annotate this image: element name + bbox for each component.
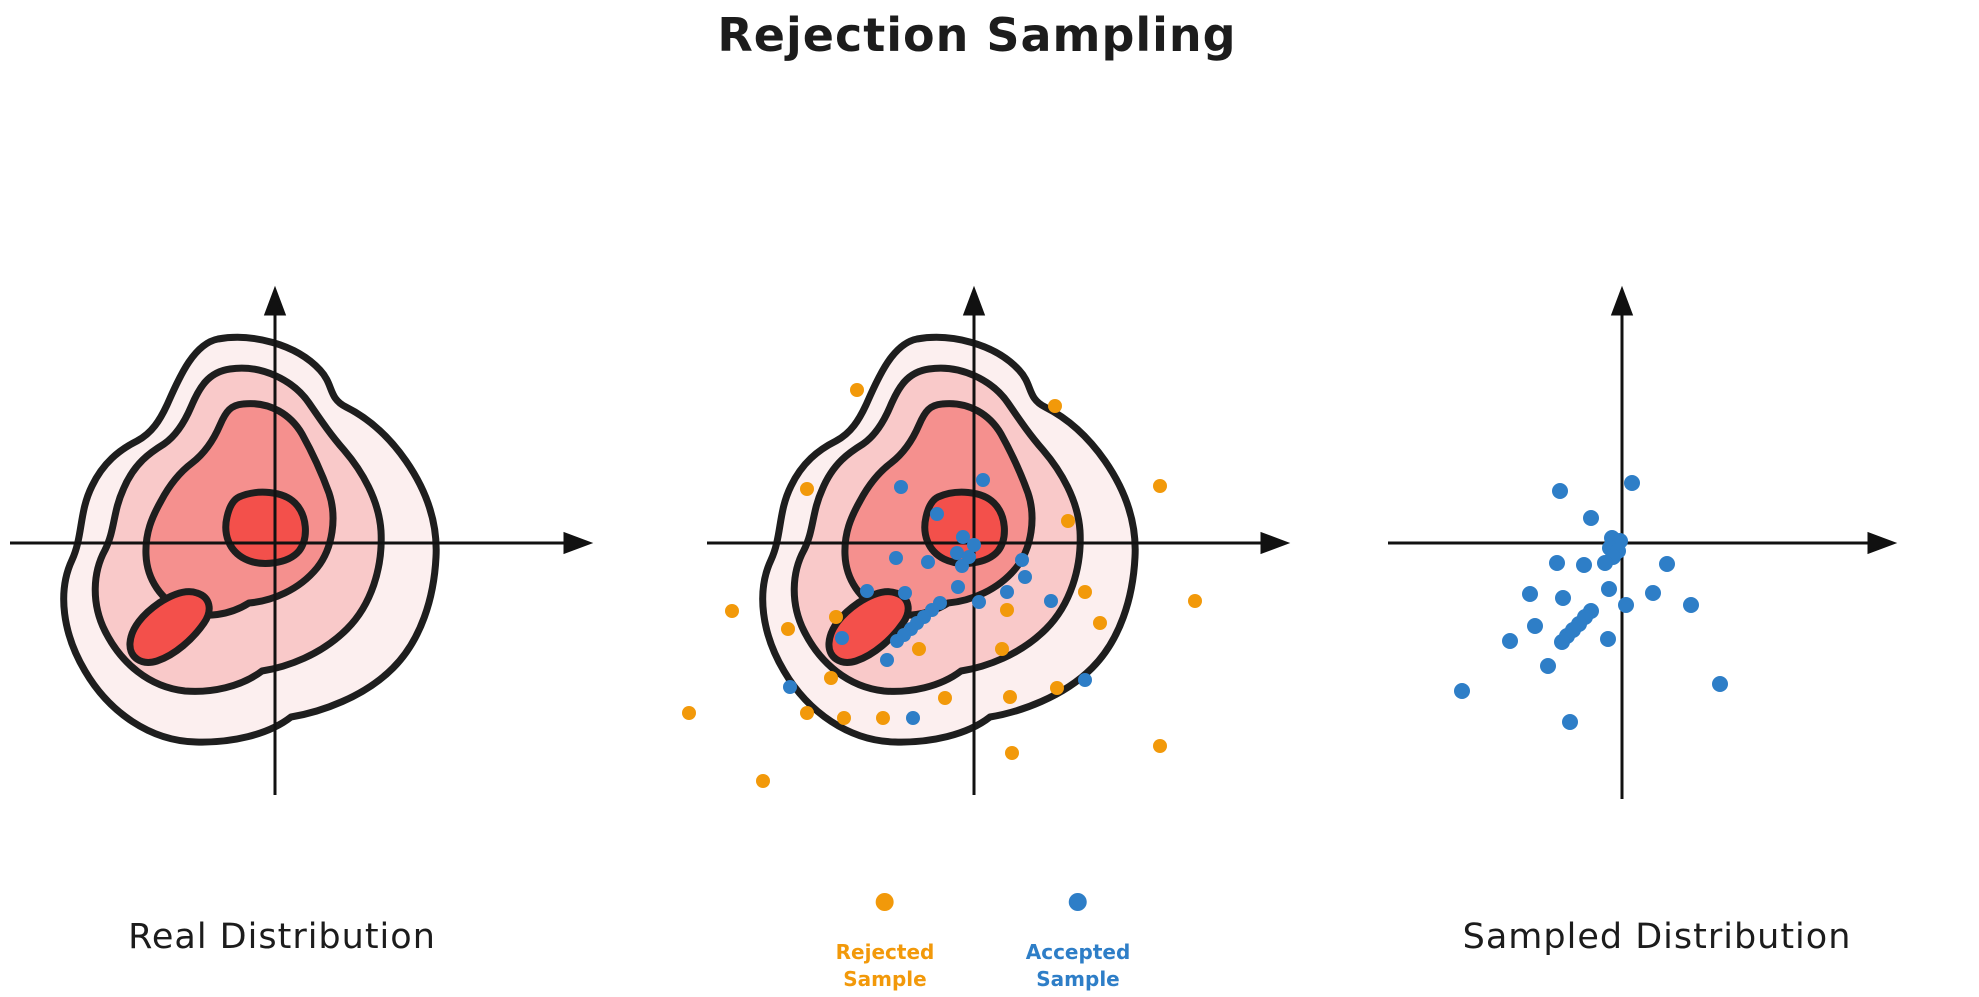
legend-rejected-line1: Rejected xyxy=(835,940,935,964)
rejected-sample-dot xyxy=(1078,585,1092,599)
accepted-sample-dot xyxy=(967,538,981,552)
accepted-sample-dot xyxy=(889,551,903,565)
sampled-distribution-dot xyxy=(1583,510,1599,526)
accepted-sample-dot xyxy=(1044,594,1058,608)
sampled-distribution-dot xyxy=(1600,631,1616,647)
sampled-distribution-dot xyxy=(1454,683,1470,699)
accepted-sample-dot xyxy=(860,584,874,598)
legend-rejected-sample: Rejected Sample xyxy=(836,893,935,993)
rejected-sample-dot xyxy=(725,604,739,618)
right-x-arrowhead xyxy=(1867,531,1898,555)
rejected-sample-dot xyxy=(876,711,890,725)
accepted-sample-dot xyxy=(894,480,908,494)
page-title: Rejection Sampling xyxy=(717,8,1237,62)
rejected-sample-dot xyxy=(756,774,770,788)
sampled-distribution-dot xyxy=(1522,586,1538,602)
real-distribution-label: Real Distribution xyxy=(128,917,436,957)
sampled-distribution-dot xyxy=(1618,597,1634,613)
sampled-distribution-dot xyxy=(1527,618,1543,634)
sampled-distribution-dot xyxy=(1659,556,1675,572)
rejected-samples-group xyxy=(682,383,1202,788)
accepted-sample-dot xyxy=(1015,553,1029,567)
accepted-sample-legend-dot xyxy=(1068,893,1087,911)
sampled-distribution-dot xyxy=(1502,633,1518,649)
accepted-sample-dot xyxy=(955,559,969,573)
rejected-sample-dot xyxy=(912,642,926,656)
rejected-sample-dot xyxy=(938,691,952,705)
rejected-sample-dot xyxy=(1005,746,1019,760)
sampled-distribution-dot xyxy=(1555,590,1571,606)
rejected-sample-dot xyxy=(850,383,864,397)
rejected-sample-dot xyxy=(1048,399,1062,413)
rejected-sample-dot xyxy=(800,706,814,720)
accepted-sample-dot xyxy=(783,680,797,694)
rejected-sample-dot xyxy=(1153,479,1167,493)
rejected-sample-dot xyxy=(1188,594,1202,608)
accepted-sample-dot xyxy=(950,546,964,560)
legend-accepted-line2: Sample xyxy=(1036,967,1120,991)
left-panel-axes xyxy=(10,285,594,795)
left-y-arrowhead xyxy=(263,285,287,316)
sampled-distribution-dot xyxy=(1576,557,1592,573)
right-panel-axes xyxy=(1388,285,1898,799)
accepted-sample-dot xyxy=(976,473,990,487)
sampled-distribution-dot xyxy=(1554,634,1570,650)
accepted-sample-legend-label: Accepted Sample xyxy=(1026,939,1131,993)
sampled-distribution-dot xyxy=(1645,585,1661,601)
accepted-sample-dot xyxy=(1078,673,1092,687)
rejected-sample-dot xyxy=(1000,603,1014,617)
sampled-distribution-dot xyxy=(1562,714,1578,730)
rejected-sample-dot xyxy=(1093,616,1107,630)
accepted-sample-dot xyxy=(890,634,904,648)
accepted-sample-dot xyxy=(835,631,849,645)
rejected-sample-dot xyxy=(824,671,838,685)
sampled-distribution-dot xyxy=(1624,475,1640,491)
accepted-sample-dot xyxy=(956,530,970,544)
rejected-sample-legend-label: Rejected Sample xyxy=(836,939,935,993)
rejected-sample-dot xyxy=(1153,739,1167,753)
accepted-sample-dot xyxy=(1000,585,1014,599)
accepted-sample-dot xyxy=(951,580,965,594)
sampled-distribution-dot xyxy=(1549,555,1565,571)
sampled-distribution-label: Sampled Distribution xyxy=(1462,917,1852,957)
legend-accepted-sample: Accepted Sample xyxy=(1026,893,1131,993)
sampled-distribution-dot xyxy=(1552,483,1568,499)
accepted-sample-dot xyxy=(921,555,935,569)
legend-accepted-line1: Accepted xyxy=(1025,940,1131,964)
rejected-sample-dot xyxy=(1050,681,1064,695)
right-y-arrowhead xyxy=(1610,285,1634,316)
accepted-sample-dot xyxy=(906,711,920,725)
accepted-sample-dot xyxy=(1018,570,1032,584)
sampled-distribution-group xyxy=(1454,475,1728,730)
sampled-distribution-dot xyxy=(1601,581,1617,597)
middle-y-arrowhead xyxy=(962,285,986,316)
rejected-sample-dot xyxy=(781,622,795,636)
sampled-distribution-dot xyxy=(1597,555,1613,571)
sampled-distribution-dot xyxy=(1712,676,1728,692)
rejected-sample-dot xyxy=(800,482,814,496)
rejected-sample-legend-dot xyxy=(876,893,894,911)
rejected-sample-dot xyxy=(1061,514,1075,528)
rejected-sample-dot xyxy=(837,711,851,725)
rejected-sample-dot xyxy=(829,610,843,624)
accepted-sample-dot xyxy=(898,586,912,600)
rejected-sample-dot xyxy=(995,642,1009,656)
middle-x-arrowhead xyxy=(1260,531,1291,555)
accepted-sample-dot xyxy=(930,507,944,521)
accepted-sample-dot xyxy=(880,653,894,667)
real-distribution-contour xyxy=(64,337,436,742)
legend-rejected-line2: Sample xyxy=(843,967,927,991)
accepted-sample-dot xyxy=(972,595,986,609)
rejected-sample-dot xyxy=(682,706,696,720)
rejected-sample-dot xyxy=(1003,690,1017,704)
sampled-distribution-dot xyxy=(1540,658,1556,674)
left-x-arrowhead xyxy=(563,531,594,555)
accepted-samples-group xyxy=(783,473,1092,725)
sampled-distribution-dot xyxy=(1683,597,1699,613)
